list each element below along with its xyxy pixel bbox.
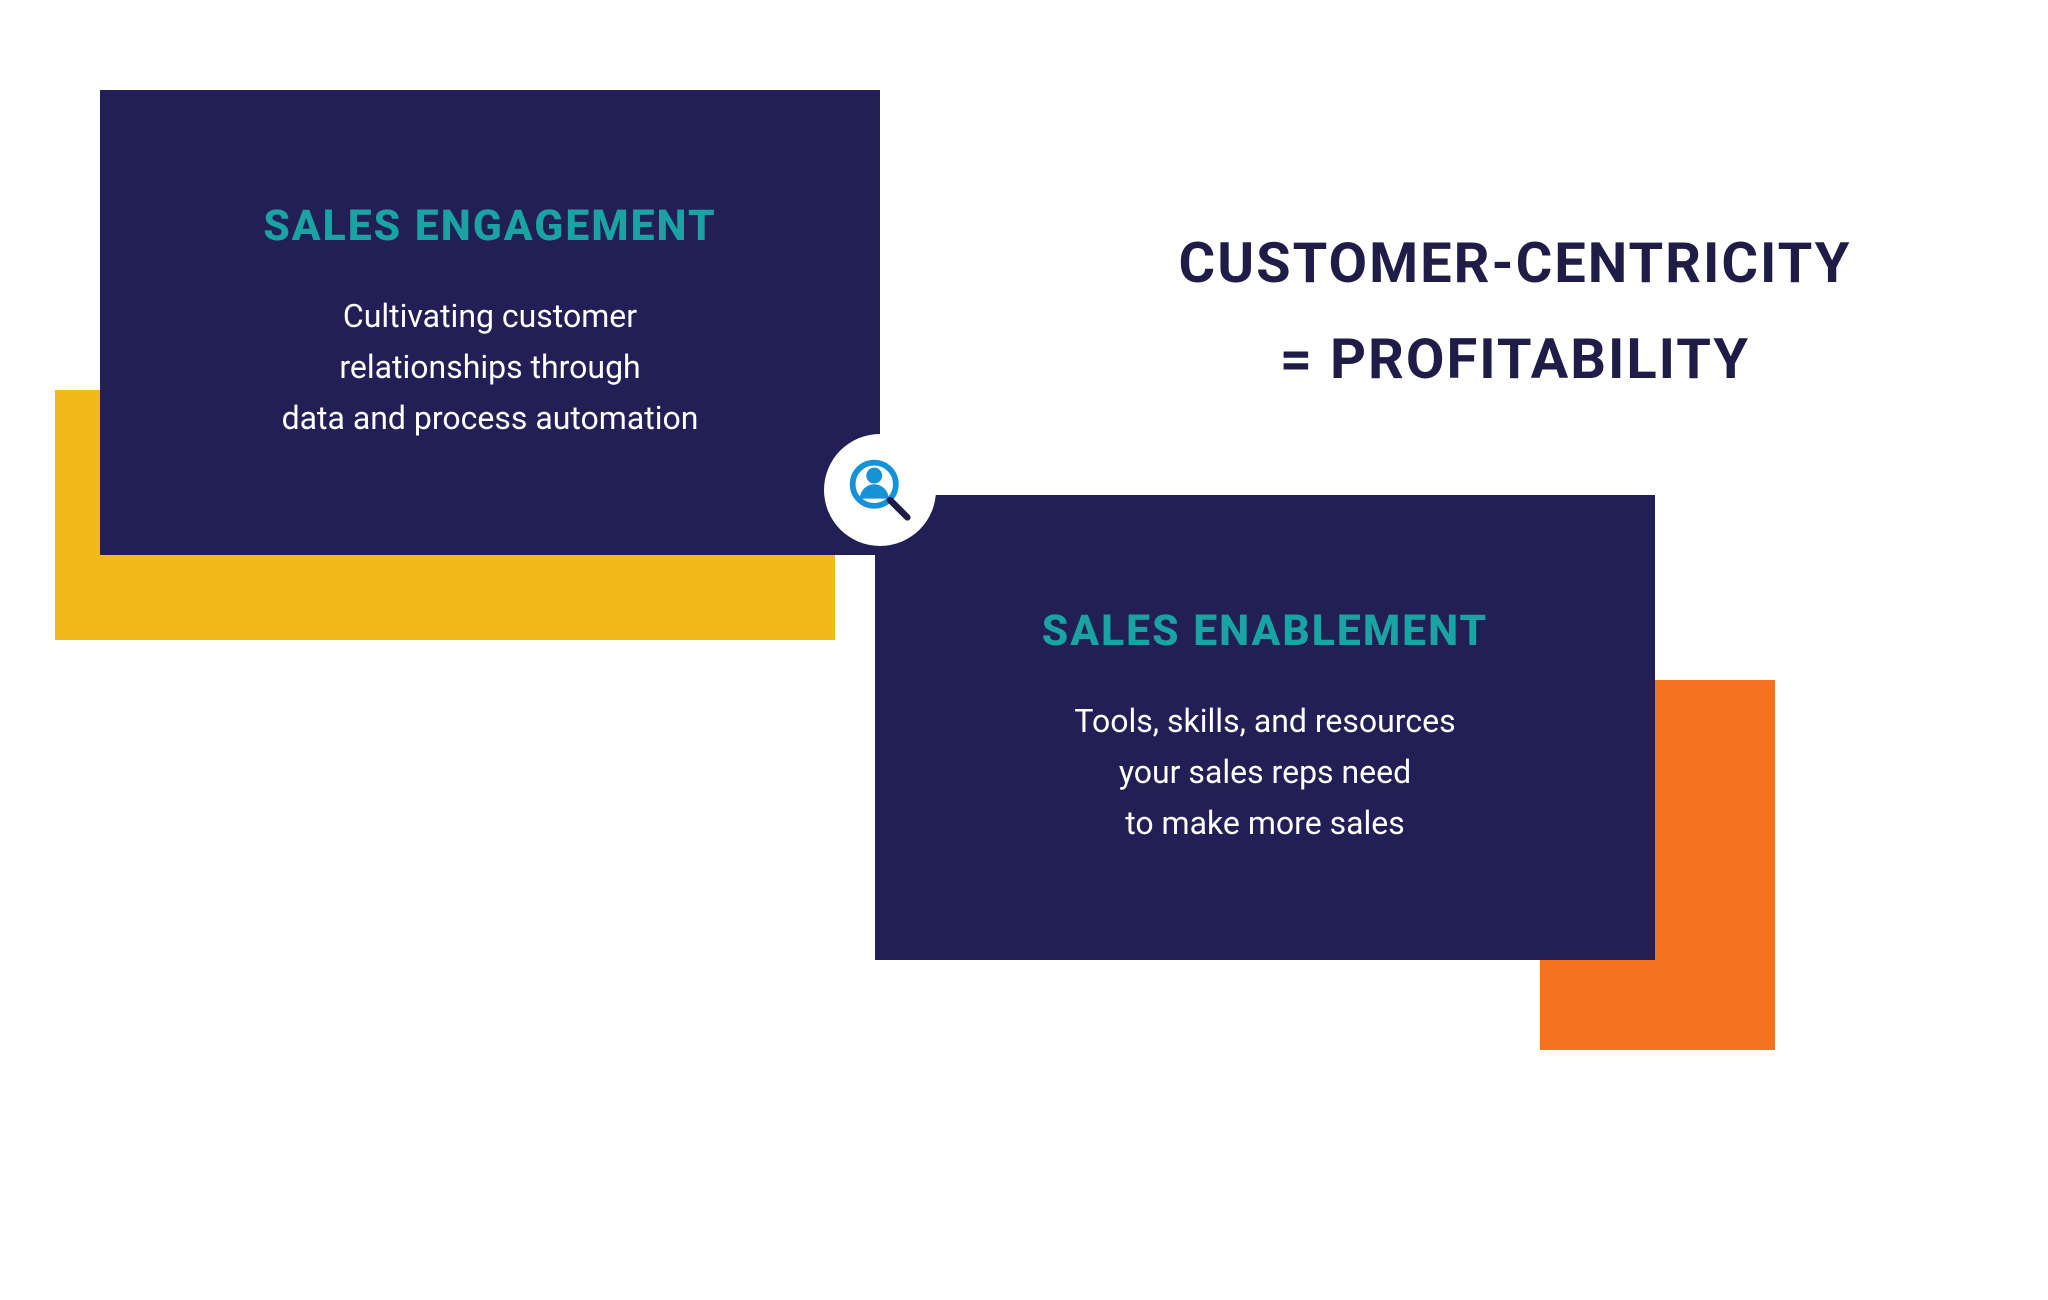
card-title: SALES ENGAGEMENT [263,201,716,251]
card-title: SALES ENABLEMENT [1042,606,1488,656]
card-desc: Tools, skills, and resources your sales … [1074,696,1455,850]
infographic-stage: CUSTOMER-CENTRICITY = PROFITABILITY SALE… [0,0,2048,1300]
headline-line-2: = PROFITABILITY [1015,326,2015,392]
card-sales-engagement: SALES ENGAGEMENT Cultivating customer re… [100,90,880,555]
card-desc: Cultivating customer relationships throu… [282,291,699,445]
headline: CUSTOMER-CENTRICITY = PROFITABILITY [1015,230,2015,392]
person-magnifier-icon [824,434,936,546]
headline-line-1: CUSTOMER-CENTRICITY [1015,230,2015,296]
card-sales-enablement: SALES ENABLEMENT Tools, skills, and reso… [875,495,1655,960]
